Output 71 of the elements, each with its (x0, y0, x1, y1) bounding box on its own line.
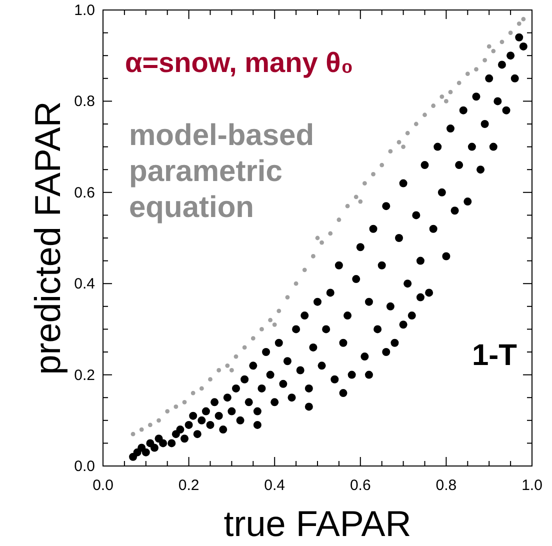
point (174, 404, 178, 409)
point (234, 354, 238, 359)
y-axis-title: predicted FAPAR (27, 101, 68, 375)
y-tick-label: 0.6 (74, 184, 95, 202)
y-tick-label: 0.8 (74, 93, 95, 110)
series-label: model-based parametric equation (129, 119, 314, 224)
point (474, 67, 478, 72)
y-tick-label: 1.0 (74, 2, 95, 19)
point (354, 194, 358, 200)
point (315, 236, 320, 240)
point (491, 48, 496, 54)
point (182, 400, 187, 404)
point (380, 162, 384, 168)
x-tick-label: 0.4 (264, 477, 286, 494)
point (371, 172, 376, 176)
point (456, 80, 462, 86)
point (139, 427, 144, 432)
point (465, 72, 470, 76)
point (358, 199, 363, 204)
point (268, 318, 273, 322)
point (388, 149, 393, 154)
point (422, 112, 427, 118)
x-tick-label: 0.0 (92, 477, 114, 494)
x-tick-label: 0.8 (436, 477, 457, 494)
point (294, 281, 298, 286)
x-tick-label: 1.0 (522, 477, 542, 494)
point (521, 16, 526, 22)
point (345, 204, 350, 208)
point (285, 295, 290, 300)
point (302, 268, 307, 272)
point (199, 386, 204, 391)
point (401, 144, 406, 149)
point (320, 240, 324, 245)
point (444, 99, 448, 104)
point (508, 30, 513, 35)
point (130, 432, 136, 436)
point (165, 409, 170, 414)
point (448, 90, 453, 94)
x-tick-label: 0.6 (350, 477, 371, 494)
point (328, 231, 333, 236)
point (311, 254, 316, 258)
point (156, 418, 161, 423)
x-axis-title: true FAPAR (224, 503, 412, 544)
point (242, 345, 247, 350)
point (148, 422, 152, 428)
point (225, 363, 230, 368)
y-tick-label: 0.4 (74, 276, 95, 293)
point (336, 218, 342, 222)
point (276, 308, 282, 314)
point (230, 368, 234, 372)
point (272, 322, 277, 327)
point (516, 21, 522, 26)
point (208, 377, 212, 382)
point (362, 181, 367, 186)
legend-label: 1-T (472, 339, 517, 372)
point (486, 44, 492, 49)
x-tick-label: 0.2 (178, 477, 200, 494)
point (396, 140, 402, 144)
y-tick-label: 0.0 (74, 458, 95, 475)
point (500, 40, 504, 44)
point (482, 58, 488, 62)
point (414, 122, 418, 126)
point (216, 368, 222, 372)
point (431, 104, 436, 108)
point (440, 94, 444, 99)
point (190, 390, 196, 396)
text: α=snow, many θ₀ (125, 47, 354, 78)
point (260, 327, 264, 332)
point (405, 130, 410, 136)
y-tick-label: 0.2 (74, 366, 95, 384)
point (250, 336, 256, 341)
